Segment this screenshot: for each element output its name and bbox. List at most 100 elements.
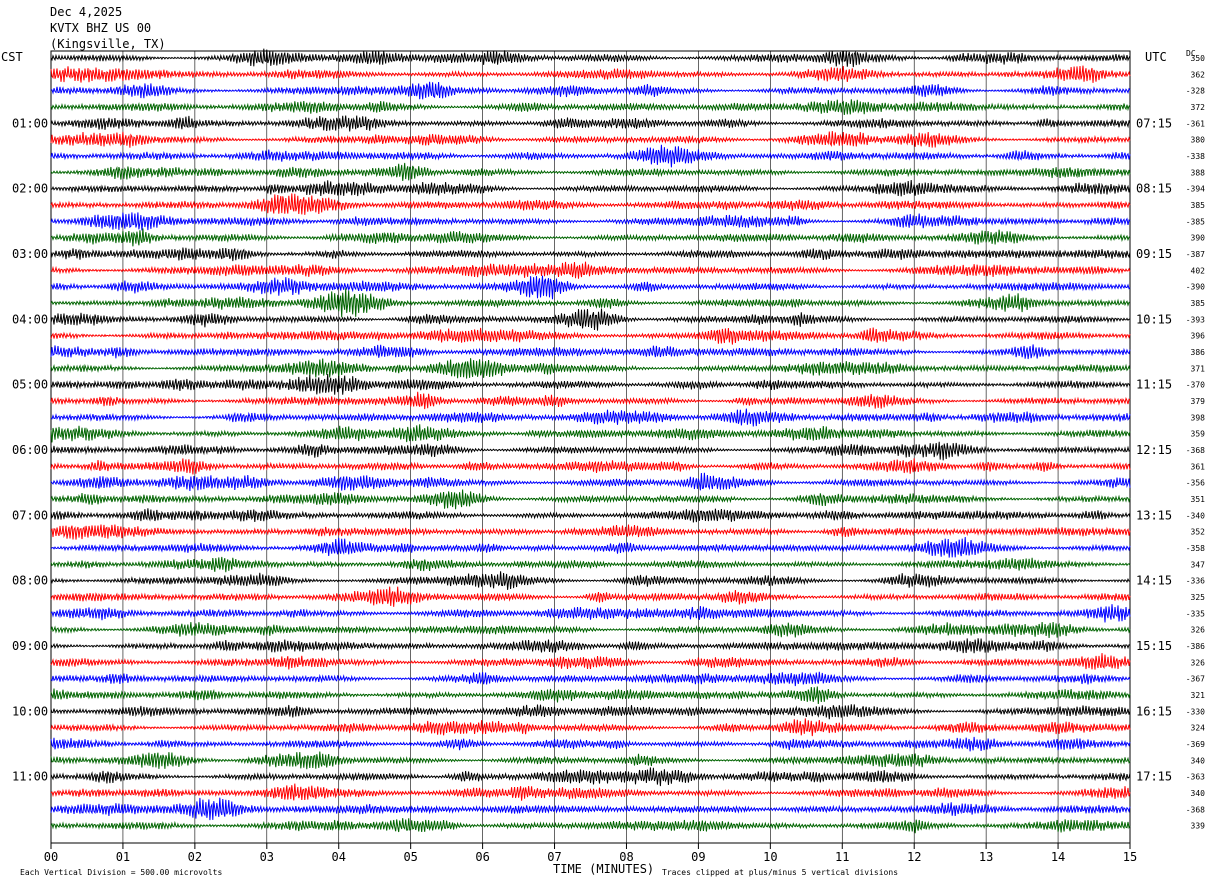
dc-offset-label: 321 xyxy=(1191,691,1206,700)
dc-offset-label: 380 xyxy=(1191,136,1206,145)
label-layer: 00 01 02 03 04 05 06 07 08 09 10 11 12 13 14 15 350 362 -3… xyxy=(12,54,1205,864)
x-tick-label: 02 xyxy=(188,850,202,864)
seismic-trace xyxy=(50,818,1131,834)
dc-offset-label: -368 xyxy=(1186,805,1205,814)
seismic-trace xyxy=(50,212,1131,231)
seismic-trace xyxy=(50,48,1131,68)
dc-offset-label: -330 xyxy=(1186,707,1205,716)
seismic-trace xyxy=(50,536,1131,558)
seismic-trace xyxy=(50,489,1131,510)
dc-column-label: DC xyxy=(1186,49,1196,58)
dc-offset-label: -363 xyxy=(1186,773,1205,782)
seismic-trace xyxy=(50,472,1131,492)
x-tick-label: 05 xyxy=(403,850,417,864)
seismic-trace xyxy=(50,797,1131,821)
dc-offset-label: 390 xyxy=(1191,234,1206,243)
cst-hour-label: 01:00 xyxy=(12,116,48,130)
dc-offset-label: -356 xyxy=(1186,479,1205,488)
dc-offset-label: 326 xyxy=(1191,626,1206,635)
header-location: (Kingsville, TX) xyxy=(50,37,166,51)
x-tick-label: 14 xyxy=(1051,850,1065,864)
seismic-trace xyxy=(50,288,1131,318)
seismic-trace xyxy=(50,373,1131,395)
dc-offset-label: -338 xyxy=(1186,152,1205,161)
dc-offset-label: -369 xyxy=(1186,740,1205,749)
header-station: KVTX BHZ US 00 xyxy=(50,21,152,35)
dc-offset-label: -390 xyxy=(1186,283,1205,292)
seismic-trace xyxy=(50,686,1131,705)
x-tick-label: 12 xyxy=(907,850,921,864)
seismic-trace xyxy=(50,751,1131,770)
seismic-trace xyxy=(50,247,1131,262)
x-tick-label: 04 xyxy=(332,850,346,864)
seismic-trace xyxy=(50,441,1131,461)
x-tick-label: 06 xyxy=(475,850,489,864)
dc-offset-label: 326 xyxy=(1191,658,1206,667)
seismic-trace xyxy=(50,162,1131,181)
dc-offset-label: 402 xyxy=(1191,266,1206,275)
seismic-trace xyxy=(50,704,1131,720)
utc-hour-label: 11:15 xyxy=(1136,378,1172,392)
x-tick-label: 03 xyxy=(260,850,274,864)
seismic-trace xyxy=(50,671,1131,687)
seismic-trace xyxy=(50,408,1131,427)
dc-offset-label: 396 xyxy=(1191,332,1206,341)
cst-hour-label: 02:00 xyxy=(12,182,48,196)
dc-offset-label: -335 xyxy=(1186,609,1205,618)
dc-offset-label: -358 xyxy=(1186,544,1205,553)
seismic-trace xyxy=(50,783,1131,801)
dc-offset-label: 325 xyxy=(1191,593,1206,602)
seismic-trace xyxy=(50,524,1131,540)
seismic-trace xyxy=(50,144,1131,168)
dc-offset-label: 379 xyxy=(1191,397,1206,406)
seismic-trace xyxy=(50,327,1131,345)
x-tick-label: 07 xyxy=(547,850,561,864)
dc-offset-label: -393 xyxy=(1186,315,1205,324)
dc-offset-label: 351 xyxy=(1191,495,1206,504)
dc-offset-label: -361 xyxy=(1186,119,1205,128)
seismic-trace xyxy=(50,344,1131,360)
utc-hour-label: 17:15 xyxy=(1136,770,1172,784)
seismic-trace xyxy=(50,99,1131,115)
scale-note: Each Vertical Division = 500.00 microvol… xyxy=(20,868,223,877)
cst-hour-label: 05:00 xyxy=(12,378,48,392)
cst-hour-label: 04:00 xyxy=(12,312,48,326)
dc-offset-label: 340 xyxy=(1191,789,1206,798)
utc-hour-label: 07:15 xyxy=(1136,116,1172,130)
dc-offset-label: 347 xyxy=(1191,560,1206,569)
dc-offset-label: -336 xyxy=(1186,577,1205,586)
dc-offset-label: 339 xyxy=(1191,822,1206,831)
cst-hour-label: 10:00 xyxy=(12,704,48,718)
cst-hour-label: 08:00 xyxy=(12,574,48,588)
seismic-trace xyxy=(50,718,1131,737)
seismic-trace xyxy=(50,571,1131,590)
x-tick-label: 00 xyxy=(44,850,58,864)
utc-hour-label: 10:15 xyxy=(1136,312,1172,326)
seismic-trace xyxy=(50,424,1131,443)
seismic-trace xyxy=(50,115,1131,132)
seismic-trace xyxy=(50,228,1131,247)
dc-offset-label: 324 xyxy=(1191,724,1206,733)
cst-hour-label: 03:00 xyxy=(12,247,48,261)
cst-hour-label: 09:00 xyxy=(12,639,48,653)
dc-offset-label: 385 xyxy=(1191,201,1206,210)
seismic-trace xyxy=(50,358,1131,379)
dc-offset-label: 388 xyxy=(1191,168,1206,177)
x-tick-label: 10 xyxy=(763,850,777,864)
seismic-trace xyxy=(50,193,1131,215)
seismic-trace xyxy=(50,458,1131,475)
dc-offset-label: -370 xyxy=(1186,381,1205,390)
x-tick-label: 11 xyxy=(835,850,849,864)
dc-offset-label: -386 xyxy=(1186,642,1205,651)
x-tick-label: 15 xyxy=(1123,850,1137,864)
utc-hour-label: 15:15 xyxy=(1136,639,1172,653)
dc-offset-label: 350 xyxy=(1191,54,1206,63)
utc-hour-label: 09:15 xyxy=(1136,247,1172,261)
seismic-trace xyxy=(50,556,1131,573)
dc-offset-label: -367 xyxy=(1186,675,1205,684)
dc-offset-label: 385 xyxy=(1191,299,1206,308)
seismic-trace xyxy=(50,621,1131,639)
dc-offset-label: 372 xyxy=(1191,103,1206,112)
dc-offset-label: 352 xyxy=(1191,528,1206,537)
